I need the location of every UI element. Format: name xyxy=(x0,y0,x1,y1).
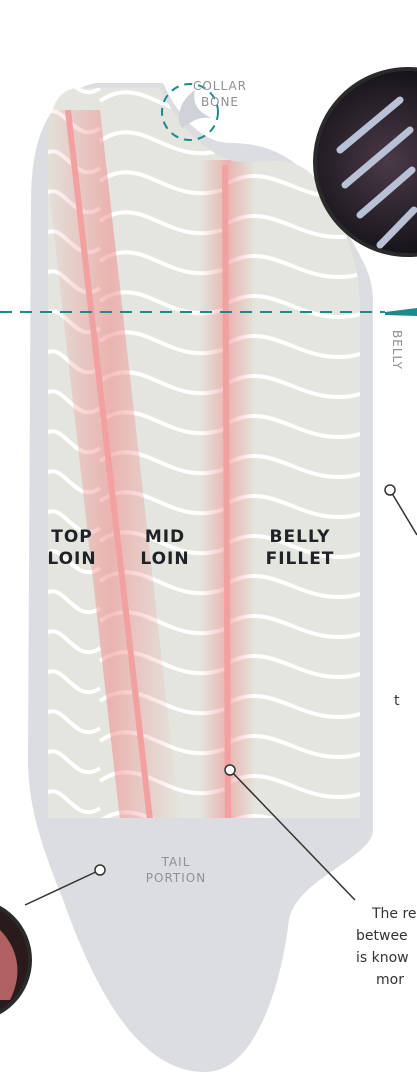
muscle-line xyxy=(100,12,225,33)
callout-text: is know xyxy=(356,950,409,966)
label: TOP xyxy=(51,527,93,547)
muscle-line xyxy=(225,56,365,77)
fillet-diagram: COLLAR BONE BELLY TOP LOIN MID LOIN BELL… xyxy=(0,0,417,1083)
label: BELLY xyxy=(390,330,404,370)
label: TAIL xyxy=(161,855,191,869)
label: LOIN xyxy=(140,549,189,569)
callout-text: mor xyxy=(376,972,404,988)
knife xyxy=(385,308,417,316)
callout-text: The re xyxy=(371,906,417,922)
callout-fragment: t xyxy=(394,693,400,709)
label: FILLET xyxy=(266,549,335,569)
muscle-line xyxy=(40,31,100,52)
label: BONE xyxy=(201,95,239,109)
muscle-line xyxy=(100,52,225,73)
muscle-line xyxy=(40,0,100,12)
callout-text: betwee xyxy=(356,928,408,944)
label: MID xyxy=(145,527,185,547)
label: LOIN xyxy=(47,549,96,569)
label: COLLAR xyxy=(193,79,247,93)
label: BELLY xyxy=(270,527,331,547)
label: PORTION xyxy=(146,871,206,885)
